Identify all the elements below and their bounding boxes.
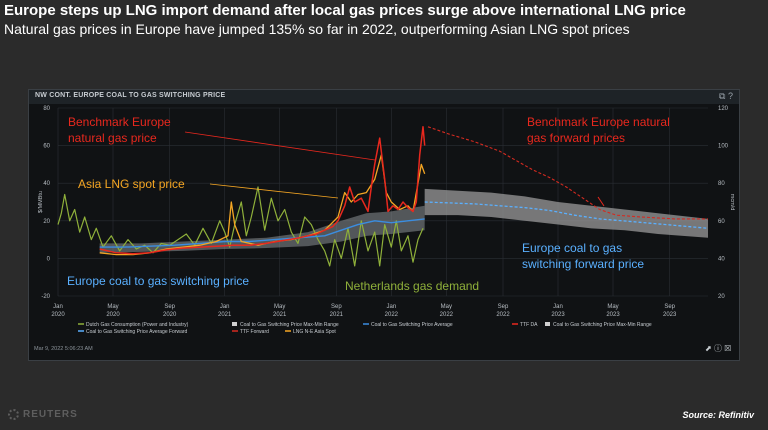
y-tick-label: 60 (43, 144, 50, 150)
x-tick-label: Jan (220, 304, 230, 310)
panel-title-bar: NW CONT. EUROPE COAL TO GAS SWITCHING PR… (29, 90, 739, 104)
x-tick-label: 2023 (606, 312, 620, 318)
annotation-europe-switch: Europe coal to gas switching price (67, 274, 249, 288)
y-tick-label: -20 (41, 294, 50, 300)
y-tick-label: 80 (43, 106, 50, 112)
subheadline: Natural gas prices in Europe have jumped… (4, 21, 630, 37)
export-icon[interactable]: ⬈ (705, 344, 712, 353)
ttf-line (99, 126, 426, 255)
x-tick-label: Jan (53, 304, 63, 310)
legend-label: Coal to Gas Switching Price Average (371, 322, 453, 328)
x-tick-label: May (107, 304, 118, 310)
ttf-forward-line (427, 126, 708, 220)
x-tick-label: Sep (664, 304, 675, 310)
legend-label: Coal to Gas Switching Price Max-Min Rang… (553, 322, 652, 328)
x-tick-label: 2023 (551, 312, 565, 318)
x-tick-label: 2022 (385, 312, 399, 318)
legend-label: Coal to Gas Switching Price Max-Min Rang… (240, 322, 339, 328)
x-tick-label: 2020 (51, 312, 65, 318)
annotation-asia-lng: Asia LNG spot price (78, 177, 185, 191)
annotation-netherlands: Netherlands gas demand (345, 279, 479, 293)
dutch-demand-line (57, 186, 424, 267)
x-tick-label: 2021 (218, 312, 232, 318)
y2-tick-label: 80 (718, 181, 725, 187)
y2-tick-label: 60 (718, 219, 725, 225)
annotation-benchmark-europe: Benchmark Europe (68, 115, 171, 129)
legend-label: LNG N-E Asia Spot (293, 329, 336, 335)
y-tick-label: 0 (47, 256, 51, 262)
legend-swatch (232, 322, 237, 326)
x-tick-label: 2021 (330, 312, 344, 318)
x-tick-label: May (607, 304, 618, 310)
y2-tick-label: 120 (718, 106, 729, 112)
y-tick-label: 20 (43, 219, 50, 225)
legend-swatch (545, 322, 550, 326)
annotation-benchmark-europe: natural gas price (68, 131, 157, 145)
close-icon[interactable]: ☒ (724, 344, 732, 353)
coal-forward-line (424, 201, 709, 229)
info-icon[interactable]: ⓘ (713, 344, 722, 353)
arrow-benchmark-europe (184, 131, 376, 161)
x-tick-label: May (441, 304, 452, 310)
help-icon[interactable]: ? (727, 91, 733, 101)
y2-axis-label: mcm/d (729, 194, 735, 211)
y-tick-label: 40 (43, 181, 50, 187)
arrow-asia-lng (209, 183, 339, 199)
timestamp: Mar 9, 2022 5:06:23 AM (34, 346, 93, 352)
annotation-forward-switch: Europe coal to gas (522, 241, 622, 255)
y2-tick-label: 20 (718, 294, 725, 300)
x-tick-label: 2022 (496, 312, 510, 318)
reuters-logo: REUTERS (8, 409, 78, 420)
y-axis-label: $/MMBtu (38, 191, 44, 213)
reuters-icon (8, 409, 19, 420)
annotation-forward-europe: gas forward prices (527, 131, 625, 145)
x-tick-label: Sep (331, 304, 342, 310)
popout-icon[interactable]: ⧉ (719, 91, 726, 101)
x-tick-label: 2022 (440, 312, 454, 318)
legend-label: TTF DA (520, 322, 538, 328)
annotation-forward-switch: switching forward price (522, 257, 644, 271)
panel-icons: ⧉ ? (719, 91, 733, 102)
x-tick-label: Sep (164, 304, 175, 310)
arrow-forward-europe (597, 196, 605, 207)
x-tick-label: 2020 (163, 312, 177, 318)
panel-footer-icons: ⬈ ⓘ ☒ (705, 343, 731, 354)
source-credit: Source: Refinitiv (682, 410, 754, 420)
panel-title: NW CONT. EUROPE COAL TO GAS SWITCHING PR… (35, 92, 226, 99)
x-tick-label: 2023 (663, 312, 677, 318)
annotation-forward-europe: Benchmark Europe natural (527, 115, 670, 129)
legend-label: Dutch Gas Consumption (Power and Industr… (86, 322, 189, 328)
x-tick-label: 2020 (106, 312, 120, 318)
x-tick-label: 2021 (273, 312, 287, 318)
headline: Europe steps up LNG import demand after … (4, 2, 686, 19)
y2-tick-label: 100 (718, 144, 729, 150)
y2-tick-label: 40 (718, 256, 725, 262)
x-tick-label: Jan (553, 304, 563, 310)
range-band (99, 205, 425, 253)
x-tick-label: May (274, 304, 285, 310)
x-tick-label: Sep (498, 304, 509, 310)
legend-label: TTF Forward (240, 329, 269, 335)
x-tick-label: Jan (386, 304, 396, 310)
legend-label: Coal to Gas Switching Price Average Forw… (86, 329, 188, 335)
coal-switch-line (99, 218, 425, 248)
